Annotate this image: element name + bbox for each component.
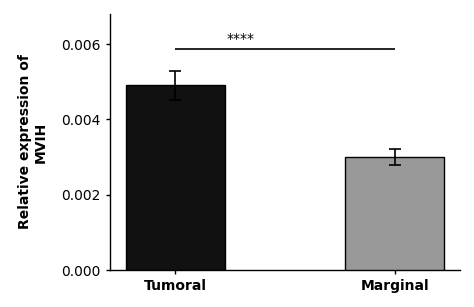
Text: Relative expression of
MVIH: Relative expression of MVIH [18, 55, 48, 229]
Text: ****: **** [227, 32, 255, 46]
Bar [346, 157, 444, 270]
Bar [126, 85, 225, 270]
